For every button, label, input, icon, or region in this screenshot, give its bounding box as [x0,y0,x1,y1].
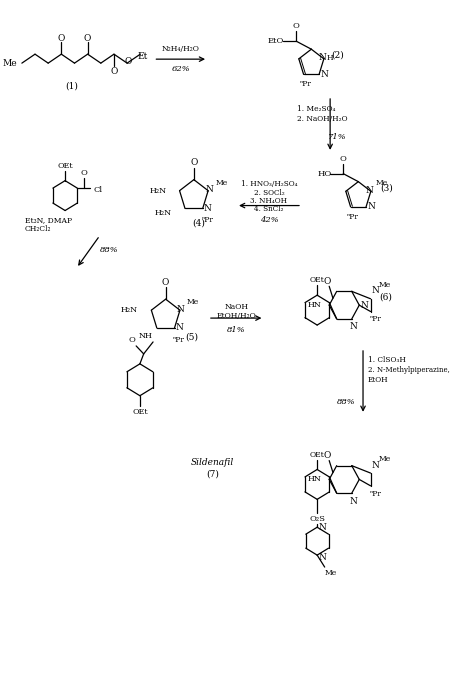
Text: O: O [80,169,87,177]
Text: Me: Me [376,179,388,188]
Text: Me: Me [379,455,391,463]
Text: Me: Me [187,298,199,306]
Text: N: N [366,186,374,195]
Text: 1. ClSO₃H: 1. ClSO₃H [368,356,405,364]
Text: HO: HO [318,170,332,178]
Text: 81%: 81% [227,326,246,334]
Text: 4. SnCl₂: 4. SnCl₂ [254,205,284,213]
Text: ⁿPr: ⁿPr [369,490,381,498]
Text: O: O [324,451,331,460]
Text: N: N [319,522,327,532]
Text: H₂N: H₂N [121,306,138,314]
Text: N: N [350,323,358,331]
Text: N: N [372,286,379,295]
Text: N: N [319,53,327,62]
Text: N: N [175,323,183,333]
Text: Me: Me [215,179,227,187]
Text: O: O [162,278,169,286]
Text: 42%: 42% [259,216,279,224]
Text: OEt: OEt [310,276,325,284]
Text: ⁿPr: ⁿPr [346,213,359,221]
Text: O: O [129,336,136,344]
Text: 71%: 71% [328,133,347,141]
Text: Me: Me [324,569,337,577]
Text: NaOH: NaOH [224,303,248,311]
Text: OEt: OEt [57,162,73,170]
Text: 62%: 62% [171,65,190,73]
Text: Cl: Cl [93,186,103,194]
Text: O: O [340,155,347,163]
Text: (2): (2) [331,50,344,59]
Text: 88%: 88% [337,398,355,406]
Text: OEt: OEt [132,408,148,415]
Text: N: N [361,301,369,310]
Text: EtOH/H₂O: EtOH/H₂O [216,312,256,320]
Text: 88%: 88% [100,246,119,254]
Text: O: O [58,33,65,43]
Text: O: O [84,33,91,43]
Text: (1): (1) [65,82,78,91]
Text: Me: Me [379,281,391,289]
Text: HN: HN [308,475,322,484]
Text: H: H [326,54,333,62]
Text: (4): (4) [192,219,205,228]
Text: H₂N: H₂N [155,209,172,218]
Text: H₂N: H₂N [149,187,166,194]
Text: O: O [190,158,198,167]
Text: 1. HNO₃/H₂SO₄: 1. HNO₃/H₂SO₄ [241,179,297,188]
Text: (5): (5) [186,333,199,342]
Text: O: O [110,67,118,76]
Text: (7): (7) [206,470,219,479]
Text: O: O [293,23,300,30]
Text: Sildenafil: Sildenafil [191,458,234,467]
Text: N: N [177,305,185,314]
Text: Et₃N, DMAP: Et₃N, DMAP [25,216,72,224]
Text: N: N [350,496,358,505]
Text: 2. SOCl₂: 2. SOCl₂ [254,189,285,196]
Text: 2. NaOH/H₂O: 2. NaOH/H₂O [297,115,348,123]
Text: OEt: OEt [310,451,325,458]
Text: ⁿPr: ⁿPr [299,80,312,89]
Text: (3): (3) [380,183,393,192]
Text: HN: HN [308,301,322,309]
Text: N: N [319,552,327,561]
Text: ⁿPr: ⁿPr [369,316,381,323]
Text: N₂H₄/H₂O: N₂H₄/H₂O [162,45,199,53]
Text: N: N [204,204,211,213]
Text: Et: Et [138,52,148,61]
Text: (6): (6) [379,293,392,301]
Text: 1. Me₂SO₄: 1. Me₂SO₄ [297,105,336,113]
Text: N: N [321,70,329,79]
Text: O₂S: O₂S [309,516,325,523]
Text: ⁿPr: ⁿPr [201,216,213,224]
Text: EtO: EtO [267,38,284,45]
Text: O: O [324,277,331,286]
Text: Me: Me [2,59,17,68]
Text: ⁿPr: ⁿPr [173,336,185,344]
Text: 2. N-Methylpiperazine,: 2. N-Methylpiperazine, [368,366,450,374]
Text: N: N [205,186,213,194]
Text: 3. NH₄OH: 3. NH₄OH [251,196,288,205]
Text: EtOH: EtOH [368,376,388,384]
Text: N: N [368,203,376,211]
Text: O: O [124,57,132,65]
Text: N: N [372,460,379,470]
Text: NH: NH [139,332,153,340]
Text: CH₂Cl₂: CH₂Cl₂ [25,226,51,233]
